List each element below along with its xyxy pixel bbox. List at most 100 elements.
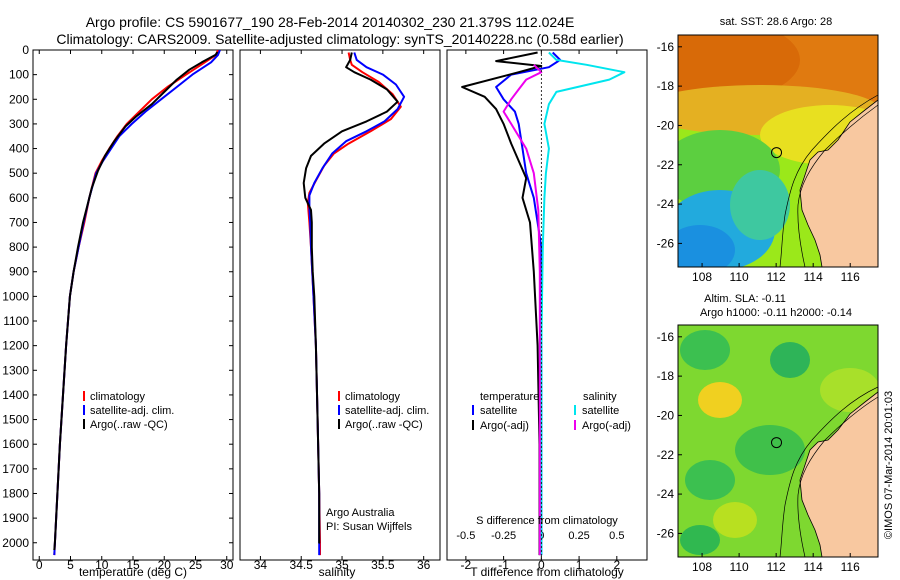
legend-label: climatology (90, 391, 146, 403)
sla-high-region-2 (713, 502, 757, 538)
sla-shelf-contour (797, 396, 878, 557)
salinity-legend: climatology satellite-adj. clim. Argo(..ra… (338, 391, 429, 431)
salinity-xlabel: salinity (319, 565, 356, 579)
sst-teal-region (730, 170, 790, 240)
depth-tick-label: 1400 (2, 388, 29, 402)
map-x-tick-label: 112 (767, 560, 786, 574)
map-x-tick-label: 116 (841, 560, 860, 574)
sla-argo-position-marker (771, 437, 783, 449)
sla-map-ticks: 108 110 112 114 116 -16 -18 -20 -22 -24 -26 (657, 330, 860, 574)
salinity-panel: 34 34.5 35 35.5 36 climatology satellite-adj.… (239, 49, 441, 579)
series-line-argo-raw-qc- (53, 51, 219, 551)
legend-temperature-title: temperature (480, 391, 539, 403)
series-line-argo-raw-qc- (302, 52, 399, 544)
depth-tick-label: 800 (9, 240, 29, 254)
x-tick-label: 35.5 (371, 558, 395, 572)
legend-label: Argo(..raw -QC) (345, 419, 423, 431)
sst-map-ticks: 108 110 112 114 116 -16 -18 -20 -22 -24 -26 (657, 40, 860, 284)
x-tick-label: 20 (158, 558, 172, 572)
temperature-xlabel: temperature (deg C) (79, 565, 187, 579)
map-y-tick-label: -22 (657, 158, 675, 172)
series-line-t-argo-adj- (461, 51, 543, 556)
t-diff-tick-label: 0 (538, 558, 545, 572)
temperature-axes (32, 49, 234, 561)
sla-low-region-5 (680, 525, 720, 555)
map-x-tick-label: 110 (730, 270, 749, 284)
sla-coastline-contour (779, 386, 878, 557)
sla-mid-region (820, 368, 878, 412)
legend-label: satellite-adj. clim. (90, 405, 174, 417)
depth-tick-label: 900 (9, 265, 29, 279)
map-x-tick-label: 108 (692, 560, 712, 574)
map-y-tick-label: -26 (657, 526, 675, 540)
temperature-ticks: 0 5 10 15 20 25 30 (36, 50, 234, 572)
legend-label: satellite (480, 405, 517, 417)
temperature-profiles (53, 50, 221, 556)
x-tick-label: 0 (36, 558, 43, 572)
difference-legend: temperature salinity satellite Argo(-adj)… (472, 391, 631, 432)
x-tick-label: 34 (254, 558, 268, 572)
sla-high-region (698, 382, 742, 418)
x-tick-label: 25 (189, 558, 203, 572)
salinity-annotation-line2: PI: Susan Wijffels (326, 521, 412, 533)
map-y-tick-label: -20 (657, 118, 675, 132)
depth-tick-label: 100 (9, 68, 29, 82)
map-y-tick-label: -18 (657, 369, 675, 383)
t-diff-tick-label: 1 (576, 558, 583, 572)
x-tick-label: 30 (220, 558, 234, 572)
x-tick-label: 10 (95, 558, 109, 572)
map-y-tick-label: -16 (657, 330, 675, 344)
imos-timestamp: ©IMOS 07-Mar-2014 20:01:03 (883, 391, 895, 539)
s-diff-tick-label: -0.5 (456, 530, 475, 542)
salinity-annotation-line1: Argo Australia (326, 507, 395, 519)
depth-tick-label: 2000 (2, 536, 29, 550)
salinity-profiles (302, 52, 406, 556)
header-subtitle: Climatology: CARS2009. Satellite-adjuste… (56, 31, 623, 47)
legend-salinity-title: salinity (583, 391, 617, 403)
x-tick-label: 36 (417, 558, 431, 572)
depth-tick-label: 1000 (2, 289, 29, 303)
salinity-ticks: 34 34.5 35 35.5 36 (254, 50, 431, 572)
sst-land (799, 99, 878, 267)
legend-label: satellite (582, 405, 619, 417)
series-line-t-satellite (495, 51, 562, 556)
depth-tick-label: 0 (22, 43, 29, 57)
series-line-s-argo-adj- (502, 64, 543, 556)
map-y-tick-label: -24 (657, 487, 675, 501)
salinity-axes (239, 49, 441, 561)
sst-map-panel: sat. SST: 28.6 Argo: 28 108 110 112 114 116 -… (657, 16, 879, 284)
difference-axes (446, 49, 648, 561)
legend-label: satellite-adj. clim. (345, 405, 429, 417)
map-x-tick-label: 112 (767, 270, 786, 284)
x-tick-label: 35 (335, 558, 349, 572)
sla-map-title-line2: Argo h1000: -0.11 h2000: -0.14 (700, 307, 852, 319)
map-y-tick-label: -24 (657, 197, 675, 211)
depth-tick-label: 1300 (2, 363, 29, 377)
depth-tick-label: 1100 (3, 314, 29, 328)
depth-tick-label: 200 (9, 92, 29, 106)
depth-tick-label: 300 (9, 117, 29, 131)
map-y-tick-label: -16 (657, 40, 675, 54)
map-y-tick-label: -26 (657, 236, 675, 250)
x-tick-label: 15 (126, 558, 140, 572)
sst-map-frame (677, 34, 879, 268)
map-x-tick-label: 114 (804, 560, 823, 574)
sla-map-frame (677, 324, 879, 558)
depth-tick-label: 1700 (2, 462, 29, 476)
sla-map-panel: Altim. SLA: -0.11 Argo h1000: -0.11 h200… (657, 293, 879, 574)
depth-tick-label: 500 (9, 166, 29, 180)
depth-tick-label: 1800 (2, 486, 29, 500)
sla-map-title-line1: Altim. SLA: -0.11 (704, 293, 786, 305)
depth-tick-label: 1600 (2, 437, 29, 451)
sla-low-region-2 (770, 342, 810, 378)
map-x-tick-label: 114 (804, 270, 823, 284)
sst-warm-region-2 (678, 35, 800, 100)
legend-label: Argo(-adj) (480, 420, 529, 432)
sst-argo-position-marker (771, 147, 783, 159)
s-diff-tick-label: 0.25 (568, 530, 589, 542)
temperature-legend: climatology satellite-adj. clim. Argo(..ra… (83, 391, 174, 431)
depth-tick-label: 400 (9, 142, 29, 156)
